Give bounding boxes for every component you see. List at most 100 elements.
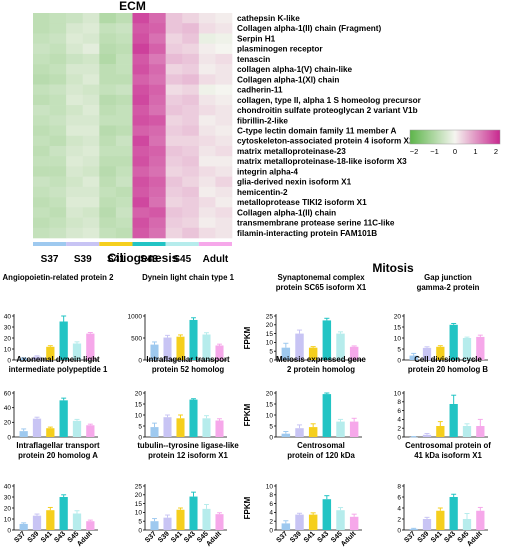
heatmap-cell (66, 187, 83, 198)
x-tick-label: Adult (466, 530, 484, 548)
heatmap-cell (83, 64, 100, 75)
y-axis-label: FPKM (243, 496, 252, 519)
x-tick-label: S39 (289, 530, 303, 544)
bar (309, 427, 317, 437)
x-tick-label: S37 (403, 530, 417, 544)
heatmap-cell (116, 146, 133, 157)
heatmap-cell (182, 85, 199, 96)
y-tick-label: 15 (135, 501, 143, 508)
heatmap-cell (133, 146, 150, 157)
heatmap-cell (116, 13, 133, 24)
bar (436, 426, 444, 437)
heatmap-cell (166, 23, 183, 34)
heatmap-cell (199, 136, 216, 147)
bar (463, 519, 471, 530)
heatmap-cell (99, 177, 116, 188)
heatmap-cell (199, 156, 216, 167)
heatmap-cell (166, 207, 183, 218)
y-tick-label: 40 (4, 313, 12, 320)
bar (282, 434, 290, 437)
heatmap-cell (83, 166, 100, 177)
gene-label: chondroitin sulfate proteoglycan 2 varia… (237, 106, 418, 115)
heatmap-cell (133, 187, 150, 198)
heatmap-cell (149, 218, 166, 229)
heatmap-cell (33, 64, 50, 75)
heatmap-cell (116, 207, 133, 218)
heatmap-cell (199, 44, 216, 55)
heatmap-cell (50, 85, 67, 96)
bar (323, 394, 331, 437)
heatmap-cell (149, 166, 166, 177)
heatmap-cell (149, 44, 166, 55)
stage-color-bar (33, 242, 66, 246)
heatmap-cell (116, 156, 133, 167)
gene-label: Collagen alpha-1(II) chain (Fragment) (237, 24, 381, 33)
heatmap-cell (99, 13, 116, 24)
x-tick-label: S41 (303, 530, 317, 544)
y-tick-label: 20 (266, 322, 274, 329)
heatmap-cell (83, 95, 100, 106)
heatmap-cell (116, 136, 133, 147)
heatmap-cell (199, 228, 216, 239)
heatmap-cell (33, 187, 50, 198)
bar (189, 320, 197, 360)
heatmap-cell (166, 166, 183, 177)
y-tick-label: 10 (4, 516, 12, 523)
y-tick-label: 30 (4, 494, 12, 501)
bar (463, 426, 471, 437)
heatmap-cell (99, 218, 116, 229)
heatmap-cell (199, 54, 216, 65)
heatmap-cell (199, 64, 216, 75)
heatmap-cell (215, 13, 232, 24)
gene-label: cytoskeleton-associated protein 4 isofor… (237, 137, 414, 146)
heatmap-cell (66, 126, 83, 137)
y-tick-label: 5 (138, 519, 142, 526)
heatmap-cell (116, 218, 133, 229)
heatmap-cell (199, 74, 216, 85)
gene-label: integrin alpha-4 (237, 167, 298, 176)
heatmap-cell (50, 44, 67, 55)
y-tick-label: 10 (135, 412, 143, 419)
y-tick-label: 10 (394, 335, 402, 342)
chart-title: protein SC65 isoform X1 (276, 283, 367, 292)
heatmap-cell (116, 74, 133, 85)
gene-label: cadherin-11 (237, 86, 283, 95)
heatmap-cell (66, 156, 83, 167)
gene-label: Serpin H1 (237, 34, 276, 43)
heatmap-cell (133, 228, 150, 239)
heatmap-cell (66, 136, 83, 147)
heatmap-cell (66, 85, 83, 96)
heatmap-cell (182, 136, 199, 147)
heatmap-cell (99, 156, 116, 167)
heatmap-cell (215, 95, 232, 106)
heatmap-cell (199, 105, 216, 116)
heatmap-cell (199, 126, 216, 137)
bar (46, 510, 54, 530)
heatmap-cell (99, 228, 116, 239)
y-tick-label: 60 (4, 390, 12, 397)
heatmap-cell (66, 33, 83, 44)
heatmap-title: ECM (119, 0, 146, 13)
heatmap-cell (83, 136, 100, 147)
heatmap-cell (133, 156, 150, 167)
heatmap-cell (50, 74, 67, 85)
heatmap-cell (83, 33, 100, 44)
y-tick-label: 25 (135, 483, 143, 490)
y-tick-label: 5 (138, 423, 142, 430)
heatmap-cell (50, 177, 67, 188)
heatmap-cell (33, 166, 50, 177)
heatmap-cell (182, 228, 199, 239)
heatmap-cell (182, 33, 199, 44)
chart-title: Meiosis expressed gene (276, 355, 366, 364)
heatmap-cell (166, 85, 183, 96)
chart-title: protein 12 isoform X1 (148, 451, 228, 460)
heatmap-cell (199, 146, 216, 157)
y-tick-label: 8 (397, 483, 401, 490)
bar (20, 524, 28, 530)
gene-label: metalloprotease TIKI2 isoform X1 (237, 198, 367, 207)
heatmap-cell (149, 85, 166, 96)
